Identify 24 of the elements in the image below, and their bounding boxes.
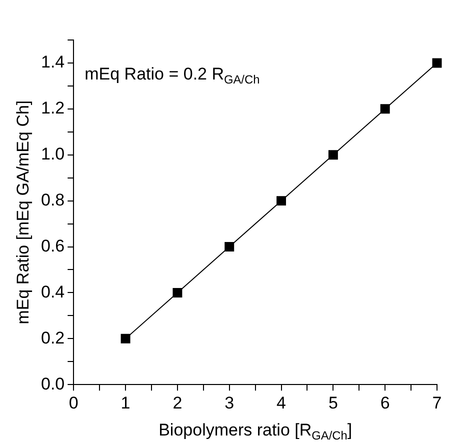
x-tick-label: 7 — [432, 393, 442, 412]
x-tick-label: 2 — [172, 393, 182, 412]
x-tick-label: 6 — [380, 393, 390, 412]
point — [328, 150, 338, 160]
y-tick-label: 0.2 — [40, 328, 65, 348]
point — [432, 58, 442, 68]
point — [380, 104, 390, 114]
x-tick-label: 0 — [68, 393, 78, 412]
y-tick-label: 1.4 — [40, 52, 65, 72]
x-tick-label: 4 — [276, 393, 286, 412]
point — [224, 242, 234, 252]
y-tick-label: 0.6 — [40, 236, 65, 256]
x-tick-label: 1 — [120, 393, 130, 412]
point — [120, 334, 130, 344]
y-tick-label: 0.8 — [40, 190, 65, 210]
y-tick-label: 0.0 — [40, 374, 65, 394]
y-tick-label: 1.0 — [40, 144, 65, 164]
x-tick-label: 5 — [328, 393, 338, 412]
x-tick-label: 3 — [224, 393, 234, 412]
y-tick-label: 0.4 — [40, 282, 65, 302]
point — [172, 288, 182, 298]
point — [276, 196, 286, 206]
y-axis-title: mEq Ratio [mEq GA/mEq Ch] — [14, 100, 33, 324]
y-tick-label: 1.2 — [40, 98, 65, 118]
